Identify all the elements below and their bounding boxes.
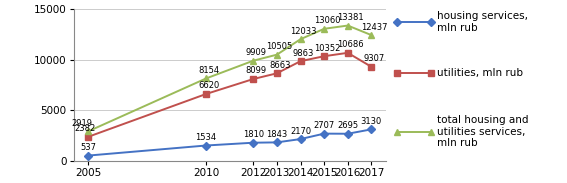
total housing and
utilities services,
mln rub [297,38,304,40]
total housing and
utilities services,
mln rub [321,28,328,30]
Text: 8099: 8099 [246,66,266,75]
Text: 13060: 13060 [314,16,340,25]
total housing and
utilities services,
mln rub [368,34,375,36]
total housing and
utilities services,
mln rub [202,77,209,80]
utilities, mln rub [202,93,209,95]
utilities, mln rub [273,72,280,74]
utilities, mln rub [297,60,304,62]
Text: 537: 537 [80,143,96,152]
housing services,
mln rub [344,133,351,135]
Text: 1810: 1810 [243,130,264,139]
utilities, mln rub [250,78,257,80]
Text: 9863: 9863 [293,49,314,58]
Text: 2170: 2170 [290,126,311,135]
Text: 2707: 2707 [314,121,335,130]
Text: 13381: 13381 [337,13,364,22]
Text: 3130: 3130 [361,117,382,126]
Text: 2695: 2695 [337,121,358,130]
Line: housing services,
mln rub: housing services, mln rub [84,126,375,159]
Text: 1534: 1534 [196,133,217,142]
housing services,
mln rub [297,138,304,140]
Line: total housing and
utilities services,
mln rub: total housing and utilities services, ml… [84,23,375,135]
housing services,
mln rub [321,132,328,135]
utilities, mln rub [84,136,91,138]
housing services,
mln rub [368,128,375,130]
housing services,
mln rub [250,142,257,144]
total housing and
utilities services,
mln rub [250,60,257,62]
Text: 9909: 9909 [246,48,266,57]
housing services,
mln rub [202,144,209,147]
Line: utilities, mln rub: utilities, mln rub [84,50,375,140]
total housing and
utilities services,
mln rub [84,130,91,132]
Text: 8154: 8154 [198,66,219,75]
utilities, mln rub [321,55,328,57]
Text: total housing and
utilities services,
mln rub: total housing and utilities services, ml… [437,115,528,148]
Text: 10686: 10686 [337,40,364,49]
total housing and
utilities services,
mln rub [273,54,280,56]
Text: 2919: 2919 [72,119,93,128]
housing services,
mln rub [84,154,91,157]
Text: 12033: 12033 [290,27,316,36]
utilities, mln rub [368,66,375,68]
Text: housing services,
mln rub: housing services, mln rub [437,11,527,33]
total housing and
utilities services,
mln rub [344,25,351,27]
Text: 1843: 1843 [266,130,287,139]
Text: utilities, mln rub: utilities, mln rub [437,68,523,78]
Text: 10505: 10505 [266,42,293,51]
Text: 12437: 12437 [361,23,387,31]
Text: 6620: 6620 [198,81,219,90]
Text: 8663: 8663 [269,61,290,70]
Text: 10352: 10352 [314,44,340,53]
Text: 2382: 2382 [74,124,96,133]
utilities, mln rub [344,52,351,54]
housing services,
mln rub [273,141,280,143]
Text: 9307: 9307 [363,54,385,63]
